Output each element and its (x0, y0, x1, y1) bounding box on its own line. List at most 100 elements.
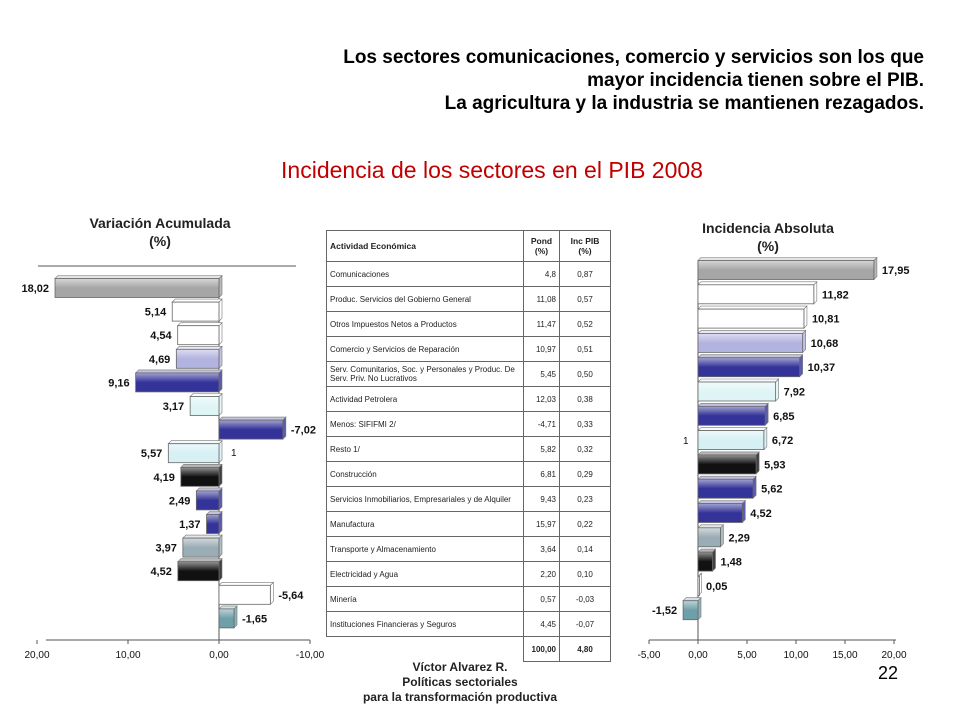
table-row: Otros Impuestos Netos a Productos 11,47 0,… (326, 311, 611, 337)
table-cell-incidence: 0,14 (559, 536, 611, 562)
table-header-row: Actividad Económica Pond (%) Inc PIB (%) (326, 230, 611, 262)
bar-value-label: -5,64 (278, 590, 304, 602)
table-cell-weight: 11,08 (523, 286, 560, 312)
table-row: Servicios Inmobiliarios, Empresariales y… (326, 486, 611, 512)
bar-value-label: 5,14 (145, 307, 167, 319)
table-cell-weight: 2,20 (523, 561, 560, 587)
bar-top (697, 451, 760, 456)
bar (697, 284, 815, 305)
table-cell-incidence: 0,38 (559, 386, 611, 412)
bar (697, 551, 713, 572)
bar (697, 478, 754, 499)
bar-value-label: 5,57 (141, 448, 162, 460)
bar (171, 301, 220, 322)
table-cell-weight: 6,81 (523, 461, 560, 487)
bar-top (697, 354, 804, 359)
bar-top (697, 378, 780, 383)
bar (180, 466, 220, 487)
table-row: Manufactura 15,97 0,22 (326, 511, 611, 537)
bar-side (741, 499, 746, 524)
bar-value-label: 6,85 (773, 411, 794, 423)
table-row: Instituciones Financieras y Seguros 4,45-… (326, 611, 611, 637)
bar-top (697, 500, 747, 504)
bar-side (802, 329, 806, 354)
footer-line-3: para la transformación productiva (362, 690, 558, 704)
bar-top (697, 524, 725, 529)
x-tick-label: -10,00 (296, 650, 325, 661)
bar (682, 600, 699, 621)
table-cell-weight: 4,8 (523, 261, 560, 287)
bar-value-label: 3,97 (155, 543, 176, 555)
bar-value-label: 2,29 (728, 532, 749, 544)
table-cell-activity: Resto 1/ (326, 436, 524, 462)
table-cell-incidence: -0,07 (559, 611, 611, 637)
bar (182, 537, 220, 558)
series-label: 1 (683, 436, 689, 447)
bar (697, 260, 875, 280)
table-cell-weight: 11,47 (523, 311, 560, 337)
bar (189, 396, 220, 416)
bar (177, 561, 220, 582)
x-tick-label: 10,00 (783, 650, 808, 661)
bar-top (697, 427, 768, 431)
table-cell-incidence: 0,22 (559, 511, 611, 537)
table-total-weight: 100,00 (523, 636, 560, 662)
footer-line-2: Políticas sectoriales (402, 675, 518, 689)
right-chart-title: Incidencia Absoluta (%) (668, 219, 868, 255)
bar-value-label: 6,72 (772, 435, 793, 447)
bar (697, 357, 801, 378)
table-cell-weight: 10,97 (523, 336, 560, 362)
bar-side (803, 305, 808, 329)
activity-table-wrap: Actividad Económica Pond (%) Inc PIB (%)… (326, 230, 611, 662)
x-tick-label: 15,00 (832, 650, 857, 661)
bar-top (697, 402, 769, 407)
bar-value-label: 18,02 (21, 283, 49, 295)
bar (167, 443, 220, 464)
bar-value-label: 4,19 (153, 472, 174, 484)
table-row: Transporte y Almacenamiento 3,64 0,14 (326, 536, 611, 562)
table-cell-incidence: 0,33 (559, 411, 611, 437)
bar-value-label: 2,49 (169, 495, 190, 507)
bar-side (712, 548, 716, 572)
bar (135, 372, 220, 393)
bar-side (873, 256, 878, 281)
table-cell-activity: Actividad Petrolera (326, 386, 524, 412)
headline-line-2: mayor incidencia tienen sobre el PIB. (587, 70, 924, 91)
table-row: Resto 1/5,82 0,32 (326, 436, 611, 462)
bar (218, 419, 284, 440)
bar-value-label: 4,54 (150, 330, 172, 342)
bar-top (697, 330, 807, 334)
bar-side (763, 426, 768, 451)
table-cell-incidence: 0,10 (559, 561, 611, 587)
bar-value-label: 0,05 (706, 581, 727, 593)
bar-value-label: -1,52 (652, 605, 677, 617)
table-cell-weight: 3,64 (523, 536, 560, 562)
table-cell-activity: Produc. Servicios del Gobierno General (326, 286, 524, 312)
bar-top (697, 475, 757, 480)
table-cell-activity: Comunicaciones (326, 261, 524, 287)
table-cell-activity: Minería (326, 586, 524, 612)
bar (697, 405, 766, 426)
right-chart-title-line-1: Incidencia Absoluta (702, 220, 834, 236)
table-cell-incidence: 0,23 (559, 486, 611, 512)
table-cell-activity: Menos: SIFIFMI 2/ (326, 411, 524, 437)
bar-value-label: 4,52 (150, 566, 171, 578)
x-tick-label: -5,00 (638, 650, 661, 661)
table-cell-activity: Otros Impuestos Netos a Productos (326, 311, 524, 337)
bar-side (697, 596, 702, 621)
bar (697, 576, 700, 596)
table-cell-incidence: 0,29 (559, 461, 611, 487)
bar (218, 608, 235, 629)
bar-side (755, 451, 760, 475)
bar-value-label: 7,92 (784, 387, 805, 399)
footer-author: Víctor Alvarez R. (412, 660, 508, 674)
bar-top (697, 281, 818, 286)
col-header-weight: Pond (%) (523, 230, 560, 262)
bar-value-label: 5,62 (761, 484, 782, 496)
bar (697, 430, 765, 451)
table-row: Comercio y Servicios de Reparación 10,97 0… (326, 336, 611, 362)
table-total-incidence: 4,80 (559, 636, 611, 662)
table-row: Comunicaciones 4,8 0,87 (326, 261, 611, 287)
bar-top (697, 257, 878, 261)
